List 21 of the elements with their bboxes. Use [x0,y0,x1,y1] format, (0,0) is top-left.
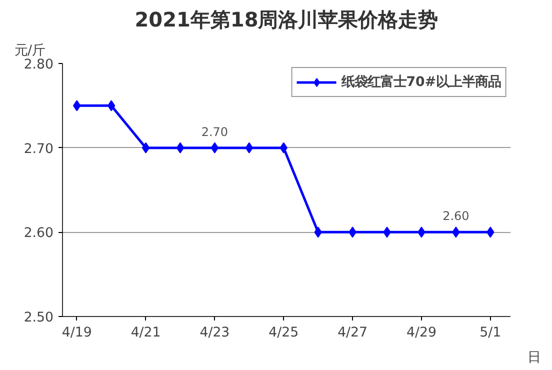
legend-label: 纸袋红富士70#以上半商品 [341,73,501,91]
x-tick-label: 4/21 [130,326,161,340]
x-tick-label: 5/1 [480,326,502,340]
x-tick-label: 4/25 [268,326,299,340]
annotation: 2.70 [201,124,228,139]
y-tick-label: 2.80 [24,58,54,72]
y-tick-label: 2.50 [24,310,54,326]
point [142,142,150,154]
x-tick-label: 4/19 [62,326,92,340]
y-axis-title: 元/斤 [14,44,45,58]
point [210,142,219,154]
y-tick-label: 2.70 [24,142,54,157]
x-tick-label: 4/29 [406,326,436,340]
x-tick-label: 4/23 [200,326,230,340]
point [107,100,116,112]
x-tick-label: 4/27 [338,326,368,340]
annotation: 2.60 [442,209,470,224]
chart-title: 2021年第18周洛川苹果价格走势 [134,8,438,32]
point [176,142,184,154]
x-axis-title: 日 [528,350,540,366]
y-tick-label: 2.60 [24,226,54,242]
